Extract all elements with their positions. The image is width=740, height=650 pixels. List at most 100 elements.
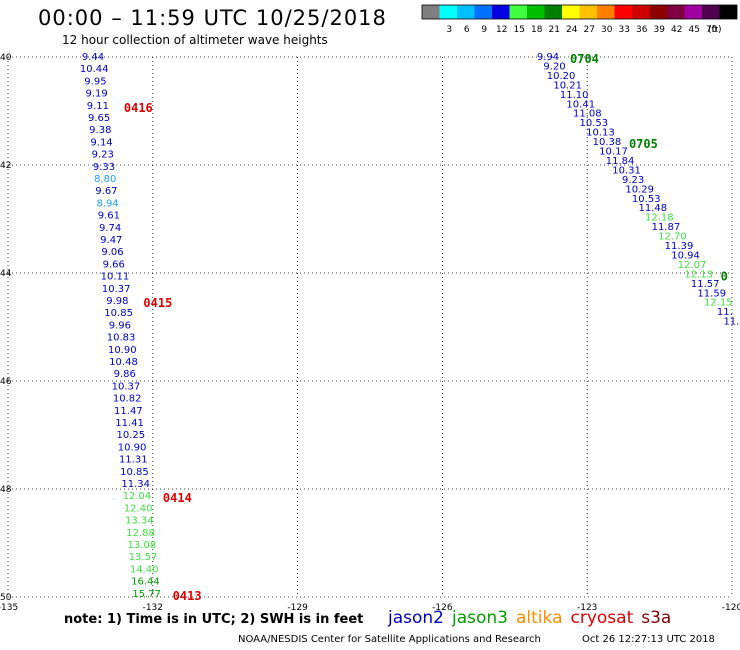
page-title: 00:00 – 11:59 UTC 10/25/2018 <box>38 6 387 30</box>
swh-value: 11.10 <box>560 90 589 101</box>
legend-swatch <box>544 5 562 19</box>
swh-value: 11.41 <box>115 418 144 429</box>
legend-swatch <box>439 5 457 19</box>
legend-swatch <box>474 5 492 19</box>
time-label: 0704 <box>570 52 599 66</box>
legend-label: 3 <box>446 25 452 35</box>
swh-value: 12.13 <box>684 269 713 280</box>
swh-value: 10.41 <box>566 99 595 110</box>
swh-value: 11.34 <box>121 479 150 490</box>
lat-tick-label: 42 <box>0 161 11 171</box>
legend-swatch <box>527 5 545 19</box>
swh-value: 12.07 <box>678 260 707 271</box>
swh-value: 9.94 <box>537 52 559 63</box>
legend-swatch <box>632 5 650 19</box>
swh-value: 16.44 <box>131 577 160 588</box>
legend-label: 45 <box>689 25 700 35</box>
satellite-name: s3a <box>641 608 672 628</box>
legend-swatch <box>509 5 527 19</box>
legend-swatch <box>457 5 475 19</box>
swh-value: 9.14 <box>90 137 112 148</box>
swh-value: 12.88 <box>126 528 155 539</box>
legend-label: 42 <box>671 25 682 35</box>
legend-label: 33 <box>619 25 630 35</box>
lat-tick-label: 46 <box>0 377 12 387</box>
swh-value: 8.94 <box>97 198 119 209</box>
legend-swatch <box>562 5 580 19</box>
lat-tick-label: 50 <box>0 593 12 603</box>
swh-value: 10.53 <box>632 194 661 205</box>
swh-value: 9.47 <box>100 235 122 246</box>
swh-value: 13.34 <box>125 516 154 527</box>
swh-value: 10.17 <box>599 147 628 158</box>
swh-value: 10.11 <box>101 272 130 283</box>
lon-tick-label: -123 <box>577 603 597 613</box>
swh-value: 10.37 <box>102 284 131 295</box>
legend-label: 18 <box>531 25 543 35</box>
swh-value: 10.20 <box>547 71 576 82</box>
swh-value: 9.23 <box>92 150 114 161</box>
swh-value: 9.33 <box>93 162 115 173</box>
swh-value: 10.38 <box>593 137 622 148</box>
swh-value: 14.40 <box>130 564 159 575</box>
swh-value: 10.13 <box>586 128 615 139</box>
time-label: 0416 <box>124 101 153 115</box>
legend-label: 30 <box>601 25 613 35</box>
swh-value: 11.08 <box>573 109 602 120</box>
satellite-name: jason3 <box>452 608 508 628</box>
swh-value: 12.04 <box>123 491 152 502</box>
swh-value: 10.48 <box>109 357 138 368</box>
legend-label: 21 <box>549 25 560 35</box>
swh-value: 10.29 <box>625 184 654 195</box>
swh-value: 9.98 <box>106 296 128 307</box>
page-subtitle: 12 hour collection of altimeter wave hei… <box>62 33 328 47</box>
lon-tick-label: -120 <box>722 603 740 613</box>
legend-label: 12 <box>496 25 507 35</box>
time-label: 0705 <box>629 137 658 151</box>
swh-value: 9.96 <box>109 320 131 331</box>
swh-value: 12.15 <box>704 298 733 309</box>
swh-value: 9.95 <box>84 76 106 87</box>
swh-value: 12.40 <box>124 503 153 514</box>
footer-credit: NOAA/NESDIS Center for Satellite Applica… <box>238 634 541 645</box>
swh-value: 9.74 <box>99 223 121 234</box>
swh-value: 10.21 <box>553 80 582 91</box>
legend-label: 24 <box>566 25 578 35</box>
legend-label: 15 <box>514 25 525 35</box>
legend-swatch <box>597 5 615 19</box>
time-label: 0 <box>721 269 728 283</box>
lon-tick-label: -135 <box>0 603 18 613</box>
legend-swatch <box>684 5 702 19</box>
legend-swatch <box>719 5 737 19</box>
legend-label: 6 <box>464 25 470 35</box>
legend-label: 39 <box>654 25 666 35</box>
swh-value: 13.57 <box>129 552 158 563</box>
swh-value: 10.85 <box>104 308 133 319</box>
footer-note: note: 1) Time is in UTC; 2) SWH is in fe… <box>64 612 364 627</box>
swh-value: 9.11 <box>87 101 109 112</box>
legend-label: 27 <box>584 25 595 35</box>
legend-swatch <box>649 5 667 19</box>
legend-swatch <box>579 5 597 19</box>
swh-value: 11.57 <box>691 279 720 290</box>
legend-label: 70 <box>706 25 718 35</box>
swh-value: 9.38 <box>89 125 111 136</box>
lon-tick-label: -129 <box>287 603 308 613</box>
lon-tick-label: -126 <box>432 603 453 613</box>
swh-value: 10.94 <box>671 250 700 261</box>
satellite-name: jason2 <box>388 608 444 628</box>
swh-value: 9.06 <box>101 247 123 258</box>
swh-value: 8.80 <box>94 174 116 185</box>
swh-value: 11.47 <box>114 406 143 417</box>
swh-value: 9.61 <box>98 211 120 222</box>
swh-value: 9.20 <box>543 61 565 72</box>
swh-value: 10.83 <box>107 333 136 344</box>
legend-unit: (ft) <box>708 25 722 35</box>
swh-value: 9.65 <box>88 113 110 124</box>
satellite-legend: jason2 jason3 altika cryosat s3a <box>388 608 679 628</box>
legend-swatch <box>702 5 720 19</box>
swh-value: 11. <box>717 307 733 318</box>
lon-tick-label: -132 <box>143 603 163 613</box>
legend-swatch <box>667 5 685 19</box>
